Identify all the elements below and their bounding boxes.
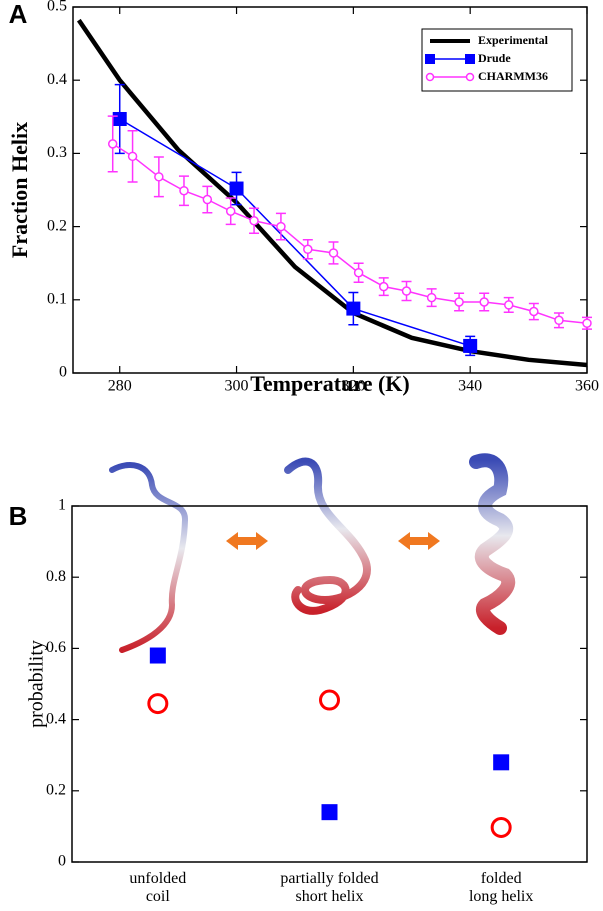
marker-circle bbox=[127, 151, 138, 162]
marker-circle bbox=[353, 267, 364, 278]
marker-circle bbox=[454, 297, 464, 307]
marker-circle bbox=[303, 244, 313, 255]
marker-circle bbox=[147, 693, 169, 715]
marker-circle bbox=[154, 172, 164, 182]
marker-square bbox=[346, 301, 361, 316]
y-tick-label: 0.2 bbox=[47, 217, 67, 234]
y-tick-label: 0.1 bbox=[47, 290, 67, 307]
series-line bbox=[119, 118, 471, 347]
marker-circle bbox=[479, 297, 489, 307]
marker-square bbox=[463, 338, 478, 353]
y-tick-label: 0.6 bbox=[46, 639, 66, 656]
marker-circle bbox=[179, 185, 189, 196]
marker-circle bbox=[503, 300, 514, 310]
series-line bbox=[76, 18, 588, 368]
marker-square bbox=[149, 647, 166, 664]
marker-circle bbox=[582, 318, 592, 328]
x-tick-label: 300 bbox=[225, 378, 249, 395]
marker-circle bbox=[202, 194, 213, 205]
panel-label: B bbox=[9, 501, 28, 531]
y-tick-label: 0.8 bbox=[46, 568, 66, 585]
marker-square bbox=[229, 181, 244, 196]
marker-circle bbox=[401, 286, 412, 296]
y-tick-label: 1 bbox=[58, 497, 66, 514]
plot-frame bbox=[72, 6, 588, 374]
y-tick-label: 0.5 bbox=[47, 0, 67, 15]
peptide-cartoons bbox=[109, 453, 516, 653]
x-tick-label: folded long helix bbox=[468, 870, 534, 905]
y-tick-label: 0.4 bbox=[47, 71, 67, 88]
panel-label: A bbox=[9, 0, 28, 29]
series-line bbox=[112, 143, 588, 324]
marker-circle bbox=[426, 292, 437, 303]
marker-circle bbox=[529, 306, 539, 317]
y-tick-label: 0.2 bbox=[46, 781, 66, 798]
marker-circle bbox=[378, 281, 389, 292]
marker-square bbox=[112, 111, 127, 126]
equilibrium-arrows bbox=[226, 532, 440, 550]
legend-label: CHARMM36 bbox=[478, 69, 548, 83]
y-axis-label: Fraction Helix bbox=[7, 122, 32, 258]
y-tick-label: 0 bbox=[59, 364, 67, 381]
marker-circle bbox=[249, 215, 259, 226]
legend-label: Experimental bbox=[478, 33, 549, 47]
x-tick-label: 340 bbox=[458, 378, 482, 395]
x-axis-label: Temperature (K) bbox=[250, 371, 409, 396]
marker-circle bbox=[276, 221, 286, 232]
x-tick-label: 320 bbox=[341, 378, 365, 395]
marker-circle bbox=[319, 689, 340, 711]
marker-circle bbox=[328, 248, 339, 258]
y-axis-label: probability bbox=[26, 640, 48, 728]
x-tick-label: unfolded coil bbox=[129, 870, 187, 905]
legend-swatch bbox=[465, 72, 475, 82]
legend-swatch bbox=[425, 54, 435, 64]
marker-square bbox=[321, 804, 338, 821]
legend-swatch bbox=[465, 54, 475, 64]
y-tick-label: 0.3 bbox=[47, 144, 67, 161]
marker-circle bbox=[107, 139, 118, 149]
x-tick-label: 360 bbox=[575, 378, 599, 395]
marker-square bbox=[493, 754, 510, 771]
y-tick-label: 0.4 bbox=[46, 710, 66, 727]
x-tick-label: 280 bbox=[108, 378, 132, 395]
marker-circle bbox=[554, 315, 564, 326]
marker-circle bbox=[490, 816, 512, 838]
legend-label: Drude bbox=[478, 51, 511, 65]
legend-swatch bbox=[425, 72, 435, 82]
x-tick-label: partially folded short helix bbox=[280, 870, 379, 905]
marker-circle bbox=[225, 206, 236, 216]
plot-frame bbox=[71, 505, 588, 863]
y-tick-label: 0 bbox=[58, 853, 66, 870]
